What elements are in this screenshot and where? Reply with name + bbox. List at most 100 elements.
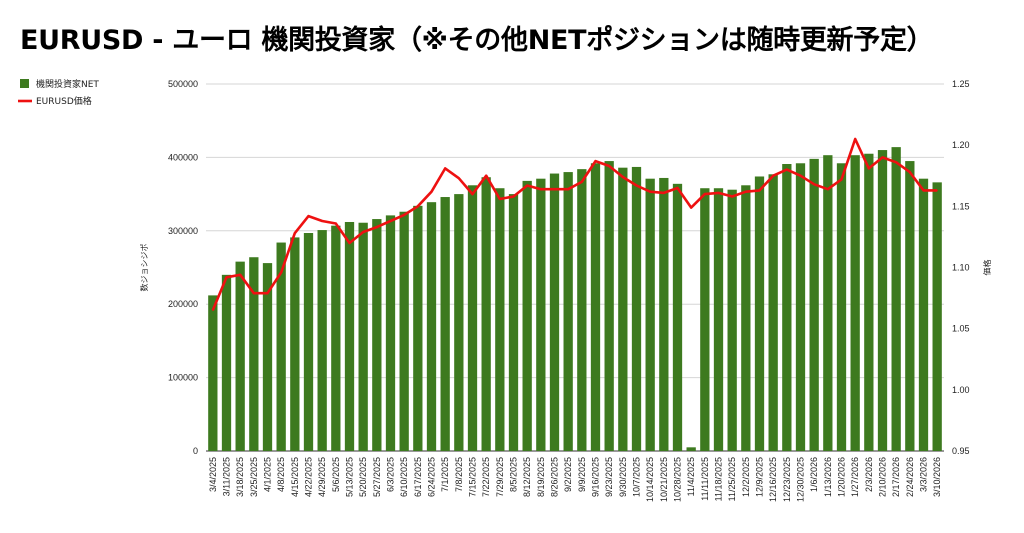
line-point <box>253 292 255 294</box>
line-point <box>212 309 214 311</box>
y-tick-label-right: 0.95 <box>952 446 970 456</box>
x-tick-label: 3/18/2025 <box>235 457 245 497</box>
legend-label-line: EURUSD価格 <box>36 95 92 107</box>
x-tick-label: 6/24/2025 <box>427 457 437 497</box>
bar <box>549 173 560 451</box>
line-point <box>321 220 323 222</box>
x-tick-label: 4/8/2025 <box>276 457 286 492</box>
chart-title: EURUSD - ユーロ 機関投資家（※その他NETポジションは随時更新予定） <box>20 25 934 56</box>
bar <box>918 178 929 451</box>
line-point <box>362 231 364 233</box>
y-tick-label-right: 1.25 <box>952 79 970 89</box>
bar <box>467 185 478 452</box>
bar <box>536 178 546 451</box>
x-tick-label: 2/3/2026 <box>864 457 874 492</box>
line-point <box>731 195 733 198</box>
bar <box>399 211 409 451</box>
x-tick-label: 9/2/2025 <box>563 457 573 492</box>
x-tick-label: 1/6/2026 <box>809 457 819 492</box>
bar <box>782 164 792 452</box>
line-point <box>239 274 241 276</box>
line-point <box>622 176 624 178</box>
bar <box>508 194 519 451</box>
bar <box>823 155 833 451</box>
bar <box>290 237 300 451</box>
line-point <box>266 292 269 294</box>
x-tick-label: 1/13/2026 <box>823 457 833 497</box>
x-tick-label: 5/27/2025 <box>372 457 382 497</box>
bar <box>741 185 751 452</box>
x-tick-label: 11/18/2025 <box>714 457 724 501</box>
line-point <box>745 191 747 193</box>
bar <box>590 163 601 451</box>
y-tick-label-right: 1.10 <box>952 263 970 273</box>
bar <box>713 188 724 451</box>
x-tick-label: 5/20/2025 <box>358 457 368 497</box>
bar <box>563 172 573 451</box>
line-point <box>389 220 392 222</box>
y-tick-label-right: 1.00 <box>952 385 970 395</box>
line-point <box>348 242 351 244</box>
line-point <box>909 171 911 173</box>
line-point <box>581 181 583 183</box>
x-tick-label: 4/22/2025 <box>304 457 314 497</box>
line-point <box>307 215 310 217</box>
line-point <box>499 198 501 200</box>
x-tick-label: 8/19/2025 <box>536 457 546 497</box>
y-tick-label-left: 100000 <box>168 373 198 383</box>
line-point <box>690 206 692 209</box>
bar <box>795 163 806 451</box>
x-tick-label: 1/27/2026 <box>850 457 860 497</box>
bar <box>235 261 245 451</box>
x-tick-label: 12/23/2025 <box>782 457 792 502</box>
x-tick-label: 9/9/2025 <box>577 457 587 492</box>
x-tick-label: 2/10/2026 <box>878 457 888 497</box>
bar <box>522 180 532 451</box>
line-point <box>936 189 938 192</box>
bar <box>440 197 450 451</box>
x-tick-label: 10/7/2025 <box>632 457 642 497</box>
bar <box>344 221 355 451</box>
x-tick-label: 7/22/2025 <box>481 457 491 497</box>
x-tick-label: 7/29/2025 <box>495 457 505 497</box>
bar <box>454 194 464 451</box>
bar <box>385 215 396 451</box>
line-point <box>376 226 378 228</box>
x-tick-label: 9/30/2025 <box>618 457 628 497</box>
x-tick-label: 3/10/2026 <box>932 457 942 497</box>
line-point <box>471 193 474 195</box>
x-tick-label: 7/15/2025 <box>468 457 478 497</box>
bar <box>303 233 314 451</box>
line-point <box>717 192 720 194</box>
legend-label-bar: 機関投資家NET <box>36 78 99 90</box>
line-point <box>758 189 761 192</box>
line-point <box>444 167 446 170</box>
bar <box>659 177 669 451</box>
x-tick-label: 6/3/2025 <box>386 457 396 492</box>
bar <box>481 177 491 451</box>
line-point <box>799 175 802 177</box>
bar <box>372 219 382 451</box>
bar <box>686 447 696 451</box>
x-tick-label: 12/9/2025 <box>755 457 765 497</box>
line-point <box>567 188 569 190</box>
x-tick-label: 12/2/2025 <box>741 457 751 497</box>
line-point <box>526 184 528 187</box>
x-tick-label: 12/30/2025 <box>796 457 806 502</box>
x-tick-label: 5/6/2025 <box>331 457 341 492</box>
line-point <box>635 184 638 187</box>
x-tick-label: 11/11/2025 <box>700 457 710 501</box>
x-tick-label: 4/1/2025 <box>263 457 273 492</box>
x-tick-label: 8/12/2025 <box>522 457 532 497</box>
line-point <box>813 183 815 185</box>
line-point <box>772 175 774 177</box>
x-tick-label: 5/13/2025 <box>345 457 355 497</box>
y-tick-label-left: 0 <box>193 446 198 456</box>
line-point <box>840 178 843 181</box>
bar <box>727 189 737 452</box>
x-tick-label: 3/4/2025 <box>208 457 218 492</box>
x-tick-label: 2/24/2026 <box>905 457 915 497</box>
bar <box>932 182 942 451</box>
line-point <box>512 195 515 198</box>
